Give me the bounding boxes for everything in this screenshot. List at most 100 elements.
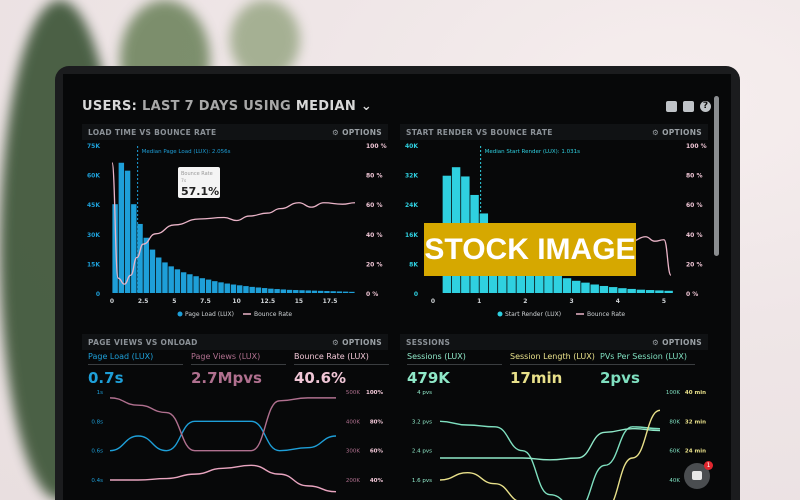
legend-marker: [497, 311, 503, 317]
bar: [237, 285, 243, 293]
y2-tick-label: 80K: [669, 419, 680, 425]
bounce-rate-line: [111, 162, 355, 285]
y-tick-label: 8K: [409, 261, 418, 268]
bar: [112, 204, 118, 293]
bar: [143, 237, 149, 293]
watermark: STOCK IMAGE: [424, 223, 636, 276]
y2-tick-label: 40 %: [366, 232, 382, 239]
bar: [218, 282, 224, 293]
bar: [187, 274, 193, 293]
bar: [180, 272, 187, 293]
median-label: Median Start Render (LUX): 1.031s: [485, 149, 580, 155]
kpi-page-views: Page Views (LUX) 2.7Mpvs: [191, 352, 286, 387]
options-label: OPTIONS: [342, 338, 382, 347]
bar: [317, 290, 324, 293]
bar: [305, 290, 311, 293]
panel-title: SESSIONS: [406, 338, 451, 347]
panel-title: PAGE VIEWS VS ONLOAD: [88, 338, 198, 347]
x-tick-label: 7.5: [200, 298, 211, 305]
bar: [212, 281, 218, 293]
series-line: [439, 420, 661, 500]
bar: [149, 249, 156, 293]
legend-label: Bounce Rate: [587, 311, 625, 318]
y-tick-label: 2.4 pvs: [412, 449, 432, 455]
kpi-label: Bounce Rate (LUX): [294, 352, 389, 365]
bar: [655, 290, 664, 293]
kpi-label: Session Length (LUX): [510, 352, 605, 365]
bar: [342, 291, 349, 293]
options-label: OPTIONS: [342, 128, 382, 137]
options-button[interactable]: ⚙ OPTIONS: [332, 338, 382, 347]
y2-tick-label: 60K: [669, 449, 680, 455]
kpi-page-load: Page Load (LUX) 0.7s: [88, 352, 183, 387]
bar: [274, 289, 280, 293]
bar: [525, 261, 535, 293]
y2-tick-label: 24 min: [685, 449, 706, 455]
kpi-label: Sessions (LUX): [407, 352, 502, 365]
y-tick-label: 45K: [87, 202, 100, 209]
help-icon[interactable]: ?: [700, 101, 711, 112]
scrollbar[interactable]: [714, 96, 719, 256]
bar: [286, 289, 293, 293]
y2-tick-label: 100%: [366, 390, 383, 396]
options-label: OPTIONS: [662, 338, 702, 347]
options-label: OPTIONS: [662, 128, 702, 137]
x-tick-label: 2.5: [138, 298, 149, 305]
panel-sessions-title: SESSIONS ⚙ OPTIONS: [400, 334, 708, 350]
options-button[interactable]: ⚙ OPTIONS: [652, 338, 702, 347]
bar: [618, 288, 627, 293]
x-tick-label: 0: [431, 298, 435, 305]
y-tick-label: 0: [96, 291, 100, 298]
y2-tick-label: 300K: [346, 449, 360, 455]
bar: [268, 288, 274, 293]
y2-tick-label: 40K: [669, 478, 680, 484]
bar: [330, 291, 336, 293]
options-button[interactable]: ⚙ OPTIONS: [332, 128, 382, 137]
bar: [324, 291, 330, 293]
series-line: [110, 464, 337, 493]
share-icon[interactable]: [683, 101, 694, 112]
y-tick-label: 0.8s: [91, 419, 103, 425]
series-line: [439, 427, 661, 461]
panel-render-title: START RENDER VS BOUNCE RATE ⚙ OPTIONS: [400, 124, 708, 140]
bar: [118, 162, 125, 293]
bar: [590, 284, 599, 293]
bar: [645, 290, 655, 293]
bar: [162, 262, 168, 293]
kpi-label: Page Load (LUX): [88, 352, 183, 365]
bar: [174, 269, 181, 293]
y2-tick-label: 80 %: [366, 173, 382, 180]
y-tick-label: 32K: [405, 173, 418, 180]
bar: [293, 290, 299, 293]
bar: [193, 276, 199, 293]
bar: [608, 287, 618, 293]
kpi-label: Page Views (LUX): [191, 352, 286, 365]
y-tick-label: 0.6s: [91, 449, 103, 455]
bar: [535, 267, 544, 293]
y2-tick-label: 100K: [666, 390, 680, 396]
bar: [664, 290, 673, 293]
y-tick-label: 75K: [87, 143, 100, 150]
title-range: LAST 7 DAYS: [142, 99, 239, 114]
kpi-value: 2.7Mpvs: [191, 369, 262, 387]
bar: [168, 266, 174, 293]
y-tick-label: 24K: [405, 202, 418, 209]
y-tick-label: 0.4s: [91, 478, 103, 484]
screen: [63, 74, 731, 500]
legend-label: Start Render (LUX): [505, 311, 561, 318]
bar: [299, 290, 305, 293]
panel-load-title: LOAD TIME VS BOUNCE RATE ⚙ OPTIONS: [82, 124, 388, 140]
options-button[interactable]: ⚙ OPTIONS: [652, 128, 702, 137]
bar: [581, 282, 590, 293]
y-tick-label: 16K: [405, 232, 418, 239]
chevron-down-icon[interactable]: ⌄: [360, 99, 373, 114]
page-title[interactable]: USERS: LAST 7 DAYS USING MEDIAN ⌄: [82, 99, 372, 114]
bar: [349, 291, 355, 293]
title-method: MEDIAN: [295, 99, 357, 114]
y-tick-label: 60K: [87, 173, 100, 180]
y2-tick-label: 80%: [370, 419, 384, 425]
title-using: USING: [243, 99, 291, 114]
monitor-icon[interactable]: [666, 101, 677, 112]
bar: [599, 285, 609, 293]
title-prefix: USERS:: [82, 99, 138, 114]
